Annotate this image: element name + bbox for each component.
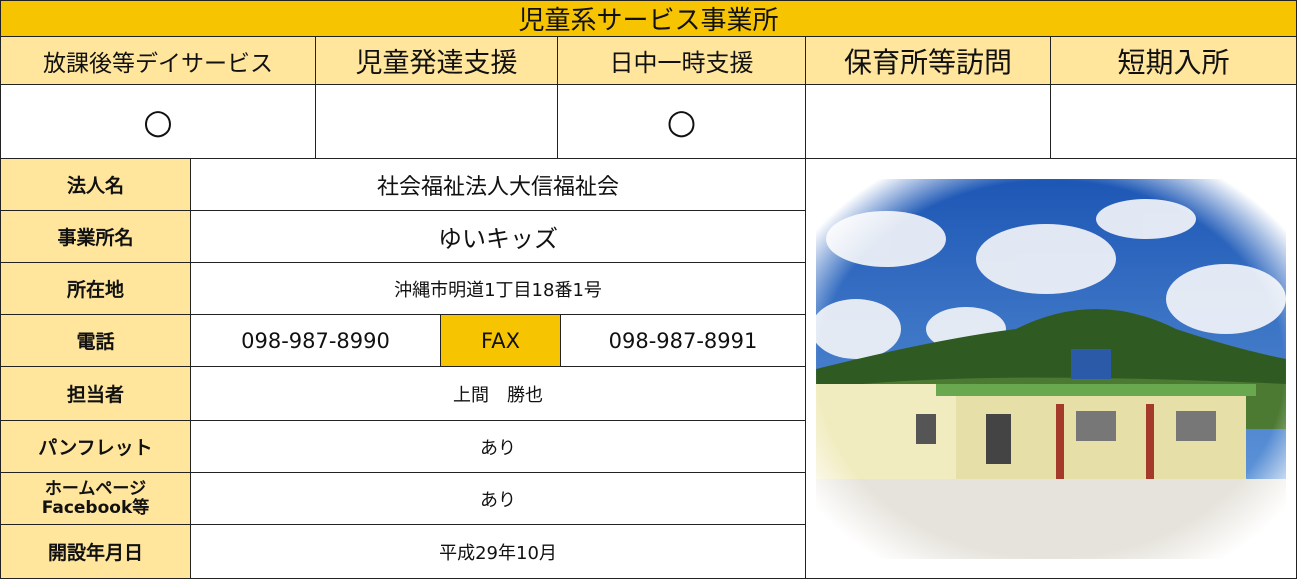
service-header: 短期入所 [1050, 36, 1297, 85]
label: 法人名 [0, 158, 191, 211]
value: 社会福祉法人大信福祉会 [190, 158, 806, 211]
service-header: 日中一時支援 [557, 36, 806, 85]
service-mark [805, 84, 1051, 159]
label: パンフレット [0, 420, 191, 473]
photo [816, 178, 1286, 559]
service-mark [1050, 84, 1297, 159]
value: あり [190, 420, 806, 473]
value: 098-987-8991 [560, 314, 806, 367]
fax-label: FAX [440, 314, 561, 367]
photo-cell [805, 158, 1297, 579]
label: 担当者 [0, 366, 191, 421]
label: ホームページ Facebook等 [0, 472, 191, 525]
label: 電話 [0, 314, 191, 367]
service-mark: ○ [557, 84, 806, 159]
service-header: 保育所等訪問 [805, 36, 1051, 85]
title: 児童系サービス事業所 [0, 0, 1297, 37]
service-mark [315, 84, 558, 159]
value: 098-987-8990 [190, 314, 441, 367]
service-header: 放課後等デイサービス [0, 36, 316, 85]
label: 所在地 [0, 262, 191, 315]
service-header: 児童発達支援 [315, 36, 558, 85]
service-mark: ○ [0, 84, 316, 159]
label: 事業所名 [0, 210, 191, 263]
value: あり [190, 472, 806, 525]
value: 沖縄市明道1丁目18番1号 [190, 262, 806, 315]
value: ゆいキッズ [190, 210, 806, 263]
label: 開設年月日 [0, 524, 191, 579]
value: 平成29年10月 [190, 524, 806, 579]
value: 上間 勝也 [190, 366, 806, 421]
